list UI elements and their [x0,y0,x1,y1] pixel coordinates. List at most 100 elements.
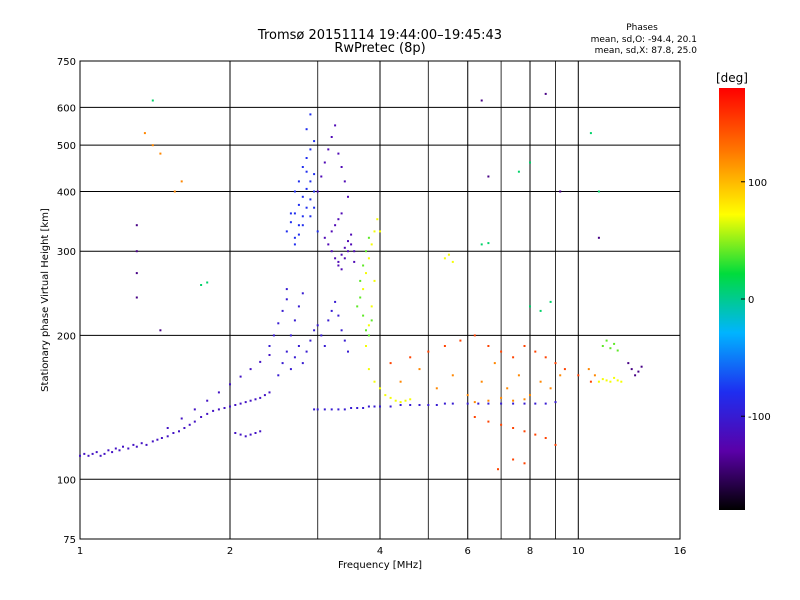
data-point [500,350,503,353]
data-point [613,376,616,379]
data-point [350,243,353,246]
data-point [597,236,600,239]
data-point [301,195,304,198]
data-point [160,437,163,439]
data-point [343,339,346,342]
data-point [477,402,480,405]
data-point [183,427,186,429]
data-point [330,309,333,312]
data-point [334,300,337,303]
data-point [523,398,526,401]
data-point [356,407,359,409]
data-point [249,368,252,371]
data-point [459,339,462,342]
data-point [409,356,412,359]
data-point [277,322,280,325]
y-tick-label: 300 [57,247,76,258]
y-tick-label: 200 [57,331,76,342]
data-point [334,224,337,227]
data-point [166,427,169,429]
data-point [239,402,242,405]
data-point [451,402,454,405]
data-point [316,324,319,327]
data-point [337,260,340,263]
data-point [305,128,308,131]
data-point [87,454,90,457]
data-point [132,443,135,446]
data-point [418,368,421,371]
x-tick-label: 1 [77,546,83,557]
data-point [517,170,520,173]
data-point [337,408,340,411]
data-point [309,113,312,116]
colorbar-tick-label: -100 [748,412,771,423]
data-point [627,362,630,365]
data-point [480,243,483,246]
data-point [587,368,590,371]
data-point [159,329,162,332]
colorbar-label: [deg] [716,71,748,85]
data-point [370,243,373,246]
data-point [297,305,300,308]
data-point [320,175,323,178]
data-point [285,350,288,353]
data-point [323,161,326,164]
colorbar: [deg] 100 0 -100 [716,71,771,510]
data-point [107,449,110,452]
data-point [365,329,367,332]
data-point [122,445,124,448]
data-point [330,408,333,411]
data-point [597,380,600,383]
data-point [367,236,370,239]
data-point [293,319,296,322]
data-point [512,399,515,402]
data-point [293,356,296,359]
data-point [316,190,319,193]
data-point [373,230,376,233]
data-point [340,268,343,271]
data-point [367,257,370,260]
data-point [140,442,143,445]
data-point [554,401,557,404]
data-point [563,368,566,371]
data-point [330,250,333,253]
data-point [544,402,547,405]
data-point [212,409,215,412]
data-point [103,452,106,455]
data-point [353,260,356,263]
data-point [399,404,402,406]
chart-title: Tromsø 20151114 19:44:00–19:45:43 [257,28,502,43]
x-tick-label: 6 [465,546,471,557]
data-point [487,402,490,405]
data-point [616,349,619,352]
data-point [379,230,381,233]
y-tick-label: 75 [63,535,76,546]
x-tick-labels: 1 2 4 6 8 10 16 [77,546,687,557]
data-point [340,329,343,332]
data-point [289,334,292,337]
data-point [277,374,280,377]
data-point [487,345,490,347]
data-point [613,342,616,345]
data-point [480,99,483,102]
data-point [544,437,547,439]
phase-legend: Phases mean, sd,O: -94.4, 20.1 mean, sd,… [591,23,698,56]
data-point [559,374,562,377]
data-point [616,379,619,382]
data-point [347,250,349,253]
data-point [323,236,326,239]
legend-line-x: mean, sd,X: 87.8, 25.0 [595,46,698,56]
data-point [523,462,526,465]
data-point [305,350,308,353]
data-point [529,305,531,308]
data-point [111,451,114,454]
data-point [367,324,370,327]
data-point [309,215,312,218]
data-point [343,257,346,260]
data-point [443,402,446,405]
data-point [178,430,180,433]
data-point [193,408,196,411]
data-point [362,407,365,409]
data-point [159,152,162,155]
data-point [297,180,300,183]
